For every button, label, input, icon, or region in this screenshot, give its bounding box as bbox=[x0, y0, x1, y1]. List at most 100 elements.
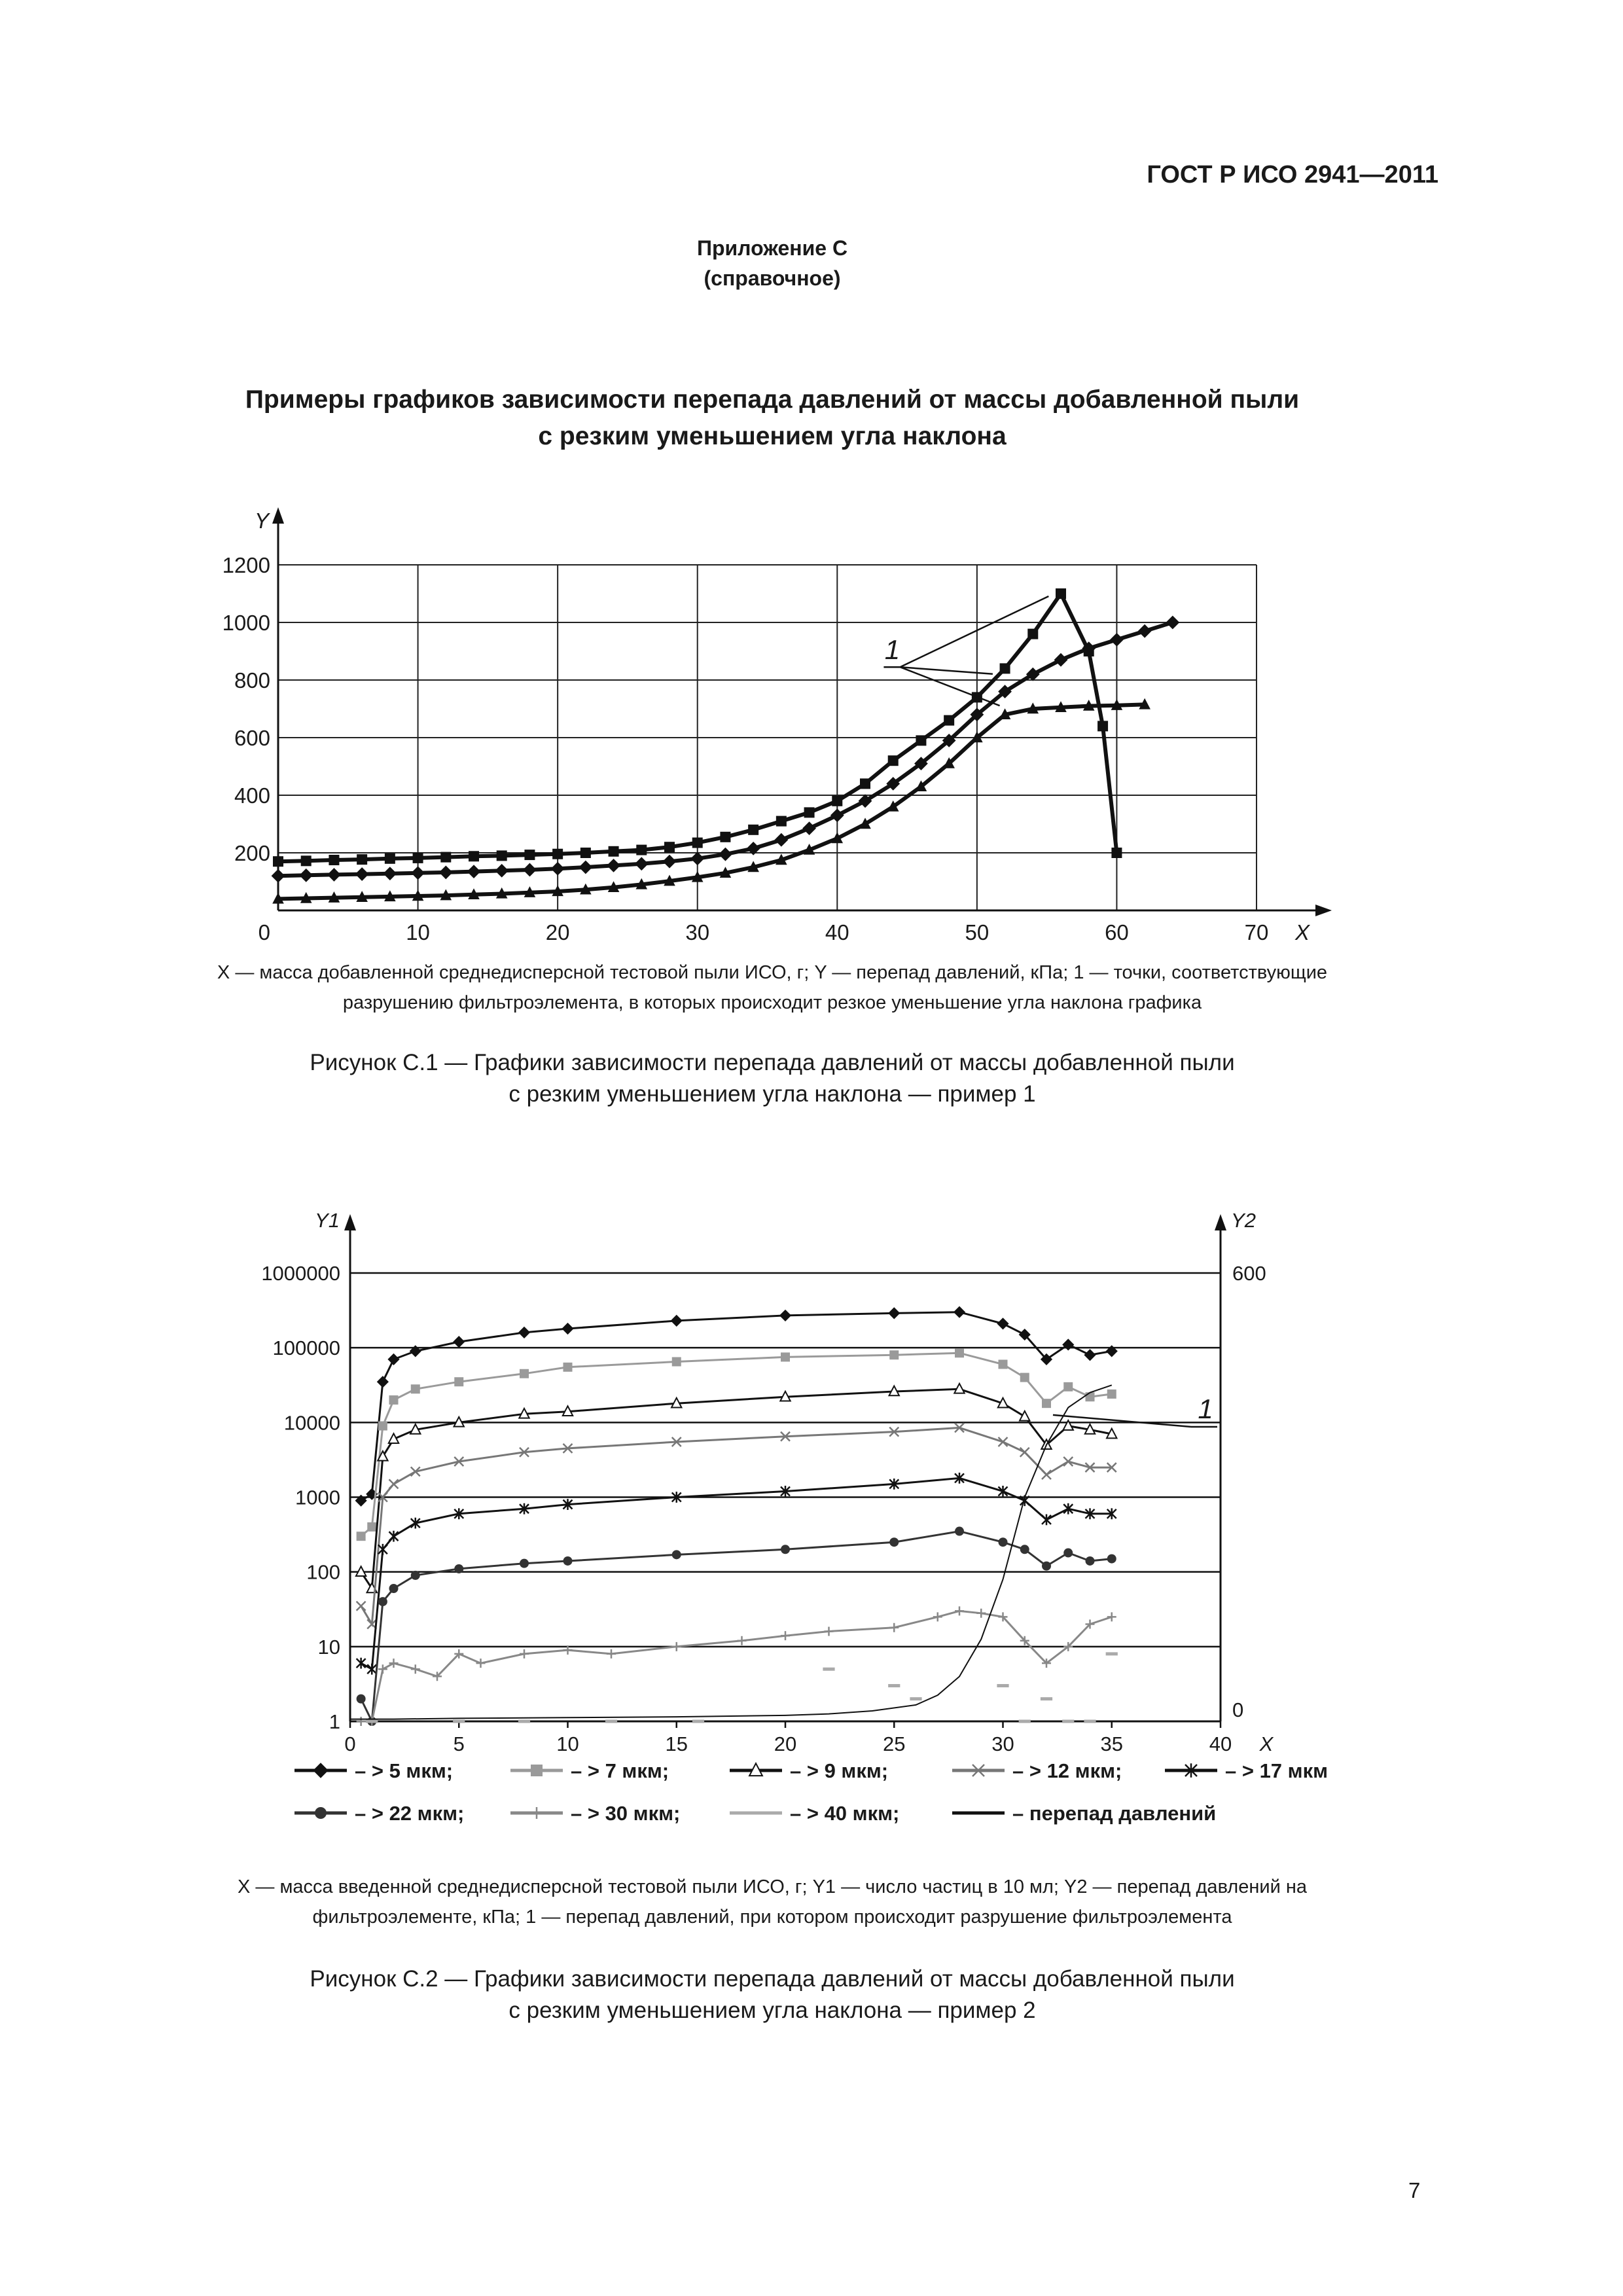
chart2-data-point bbox=[1018, 1719, 1031, 1723]
chart1-data-point bbox=[468, 888, 480, 899]
chart2-data-point bbox=[955, 1348, 964, 1358]
chart2-data-point bbox=[454, 1508, 465, 1520]
chart2-data-point bbox=[1107, 1389, 1116, 1399]
figure-c1-legend-note: X — масса добавленной среднедисперсной т… bbox=[105, 958, 1440, 1018]
chart2-x-tick-label: 40 bbox=[1209, 1732, 1232, 1755]
chart1-data-point bbox=[1137, 624, 1152, 638]
chart2-data-point bbox=[889, 1623, 899, 1632]
chart2-series-8 bbox=[366, 1652, 1118, 1723]
chart2-data-point bbox=[387, 1353, 400, 1365]
chart2-legend-swatch-marker bbox=[972, 1764, 985, 1777]
chart1-data-point bbox=[858, 794, 872, 808]
chart1-data-point bbox=[691, 870, 704, 882]
chart2-data-point bbox=[887, 1384, 901, 1397]
chart2-data-point bbox=[1040, 1353, 1053, 1365]
chart2-data-point bbox=[888, 1307, 901, 1319]
chart1-data-point bbox=[774, 833, 789, 847]
chart2-data-point bbox=[1105, 1652, 1118, 1656]
chart1-data-point bbox=[438, 865, 453, 880]
chart2-data-point bbox=[410, 1517, 421, 1529]
chart2-x-tick-label: 5 bbox=[454, 1732, 465, 1755]
chart1-data-point bbox=[411, 866, 425, 880]
chart2-data-point bbox=[998, 1537, 1008, 1547]
chart2-data-point bbox=[355, 1657, 366, 1669]
chart1-x-axis-label: X bbox=[1294, 920, 1311, 942]
chart2-data-point bbox=[954, 1472, 965, 1484]
chart2-data-point bbox=[452, 1415, 465, 1427]
chart1-data-point bbox=[1054, 653, 1068, 667]
chart2-legend-item: – > 40 мкм; bbox=[730, 1802, 899, 1825]
chart2-legend-label: – > 9 мкм; bbox=[790, 1759, 888, 1782]
figure-c2-legend-line-2: фильтроэлементе, кПа; 1 — перепад давлен… bbox=[312, 1907, 1232, 1928]
chart2-y1-axis-label: Y1 bbox=[315, 1209, 340, 1232]
figure-c1-legend-line-2: разрушению фильтроэлемента, в которых пр… bbox=[342, 992, 1202, 1013]
chart2-data-point bbox=[378, 1664, 387, 1674]
chart2-x-tick-label: 10 bbox=[556, 1732, 579, 1755]
chart2-data-point bbox=[476, 1659, 486, 1668]
chart2-series-line bbox=[350, 1384, 1113, 1720]
chart2-data-point bbox=[454, 1649, 464, 1659]
chart2-y1-tick-label: 1000000 bbox=[261, 1262, 340, 1285]
chart1-data-point bbox=[440, 852, 452, 863]
chart2-data-point bbox=[366, 1719, 378, 1723]
chart2-legend-label: – > 7 мкм; bbox=[571, 1759, 669, 1782]
chart1-data-point bbox=[916, 735, 927, 746]
chart2-legend-item: – > 30 мкм; bbox=[510, 1802, 680, 1825]
chart2-x-tick-label: 20 bbox=[774, 1732, 796, 1755]
chart2-data-point bbox=[378, 1421, 387, 1431]
chart2-data-point bbox=[356, 1532, 366, 1541]
chart2-data-point bbox=[454, 1564, 464, 1573]
chart2-legend-item: – > 17 мкм; bbox=[1165, 1759, 1329, 1782]
chart1-data-point bbox=[495, 863, 509, 878]
chart1-data-point bbox=[412, 852, 423, 863]
chart1-data-point bbox=[300, 855, 312, 867]
chart2-data-point bbox=[671, 1437, 682, 1447]
chart2-data-point bbox=[605, 1719, 618, 1723]
chart2-data-point bbox=[824, 1626, 834, 1636]
figure-c1-caption-line-1: Рисунок С.1 — Графики зависимости перепа… bbox=[310, 1050, 1235, 1075]
chart2-data-point bbox=[388, 1479, 399, 1490]
chart1-data-point bbox=[355, 867, 369, 881]
chart2-legend-label: – > 30 мкм; bbox=[571, 1802, 680, 1825]
chart1-data-point bbox=[327, 868, 341, 882]
chart1-y-axis-arrow bbox=[272, 507, 284, 524]
chart2-data-point bbox=[692, 1719, 705, 1723]
chart2-data-point bbox=[1020, 1636, 1029, 1645]
chart1-data-point bbox=[1097, 721, 1109, 732]
chart2-data-point bbox=[454, 1456, 465, 1467]
chart1-series-2 bbox=[271, 615, 1180, 883]
chart2-legend-label: – перепад давлений bbox=[1012, 1802, 1216, 1825]
chart2-data-point bbox=[562, 1322, 574, 1335]
chart2-legend-item: – > 22 мкм; bbox=[294, 1802, 464, 1825]
chart1-data-point bbox=[1111, 699, 1123, 710]
chart1-data-point bbox=[273, 856, 283, 867]
chart2-data-point bbox=[823, 1667, 835, 1671]
chart1-data-point bbox=[636, 844, 647, 855]
chart1-x-tick-label: 60 bbox=[1105, 920, 1129, 942]
chart2-legend-label: – > 22 мкм; bbox=[355, 1802, 464, 1825]
chart1-data-point bbox=[692, 837, 703, 848]
chart2-data-point bbox=[976, 1608, 986, 1618]
chart2-data-point bbox=[781, 1545, 790, 1554]
figure-c2-caption-line-2: с резким уменьшением угла наклона — прим… bbox=[508, 1998, 1036, 2023]
chart2-x-tick-label: 0 bbox=[344, 1732, 355, 1755]
figure-c2-legend-note: X — масса введенной среднедисперсной тес… bbox=[105, 1872, 1440, 1932]
chart2-series-3 bbox=[355, 1382, 1118, 1594]
chart2-series-line bbox=[360, 1388, 1113, 1592]
chart2-data-point bbox=[389, 1583, 399, 1593]
chart2-data-point bbox=[737, 1636, 747, 1645]
annex-status: (справочное) bbox=[704, 266, 841, 290]
chart1-x-tick-label: 10 bbox=[406, 920, 430, 942]
chart2-data-point bbox=[1105, 1427, 1118, 1439]
chart2-data-point bbox=[955, 1526, 964, 1536]
chart1-data-point bbox=[999, 708, 1011, 719]
chart1-data-point bbox=[469, 851, 479, 862]
chart2-data-point bbox=[1105, 1345, 1118, 1357]
chart2-annotation-leader bbox=[1052, 1414, 1192, 1428]
chart2-x-tick-label: 30 bbox=[991, 1732, 1014, 1755]
chart2-data-point bbox=[1061, 1419, 1075, 1431]
chart2-legend-label: – > 12 мкм; bbox=[1012, 1759, 1122, 1782]
annex-title: Приложение С bbox=[696, 236, 848, 260]
chart2-x-tick-label: 15 bbox=[666, 1732, 688, 1755]
chart2-legend-item: – > 5 мкм; bbox=[294, 1759, 453, 1782]
